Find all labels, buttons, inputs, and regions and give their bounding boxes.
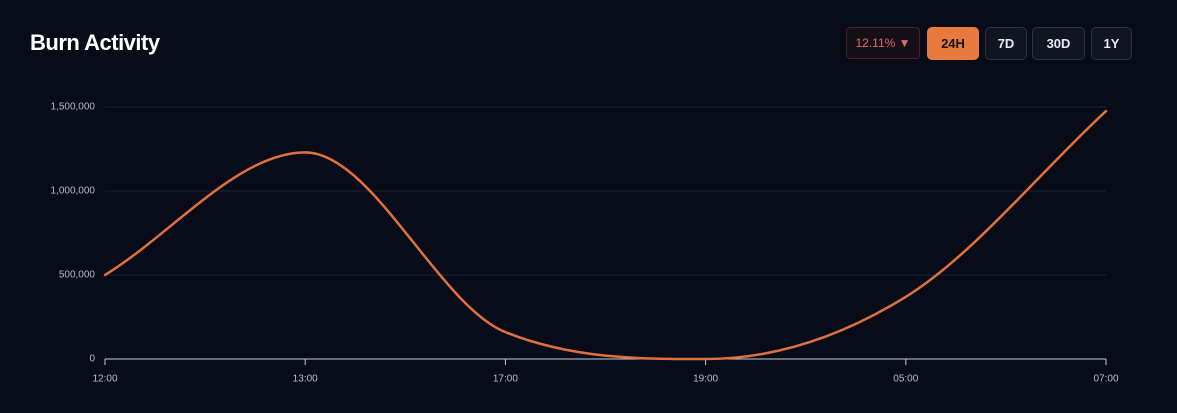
range-button[interactable]: 7D [985, 27, 1027, 60]
x-tick-label: 05:00 [893, 374, 918, 385]
y-tick-label: 1,000,000 [51, 186, 96, 197]
x-tick-label: 13:00 [293, 374, 318, 385]
y-tick-label: 0 [89, 354, 95, 365]
line [103, 109, 1108, 361]
x-tick-label: 12:00 [92, 374, 117, 385]
range-button[interactable]: 30D [1032, 27, 1085, 60]
y-tick-label: 1,500,000 [51, 102, 96, 113]
change-badge: 12.11% ▼ [846, 27, 920, 59]
x-tick-label: 07:00 [1093, 374, 1118, 385]
title: Burn Activity [30, 30, 160, 55]
x-tick-label: 17:00 [493, 374, 518, 385]
y-tick-label: 500,000 [59, 270, 96, 281]
range-button[interactable]: 24H [927, 27, 979, 60]
x-tick-label: 19:00 [693, 374, 718, 385]
range-button[interactable]: 1Y [1091, 27, 1132, 60]
